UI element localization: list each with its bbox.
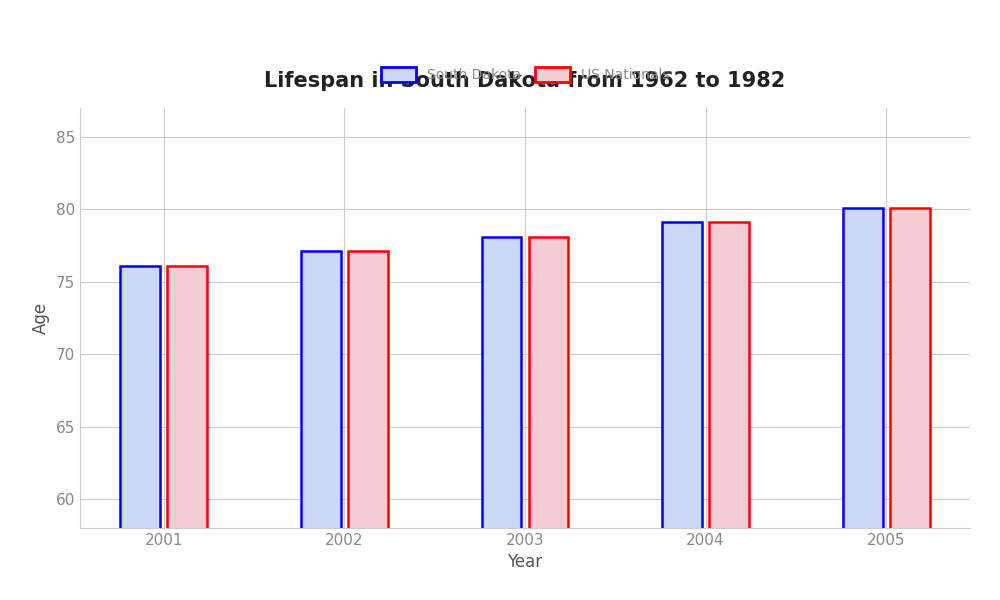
Y-axis label: Age: Age bbox=[32, 302, 50, 334]
Bar bbox=[662, 223, 702, 600]
Bar bbox=[890, 208, 930, 600]
Title: Lifespan in South Dakota from 1962 to 1982: Lifespan in South Dakota from 1962 to 19… bbox=[264, 71, 786, 91]
Bar bbox=[843, 208, 883, 600]
X-axis label: Year: Year bbox=[507, 553, 543, 571]
Bar bbox=[482, 237, 521, 600]
Legend: South Dakota, US Nationals: South Dakota, US Nationals bbox=[374, 61, 676, 89]
Bar bbox=[709, 223, 749, 600]
Bar bbox=[301, 251, 341, 600]
Bar bbox=[120, 266, 160, 600]
Bar bbox=[529, 237, 568, 600]
Bar bbox=[348, 251, 388, 600]
Bar bbox=[167, 266, 207, 600]
